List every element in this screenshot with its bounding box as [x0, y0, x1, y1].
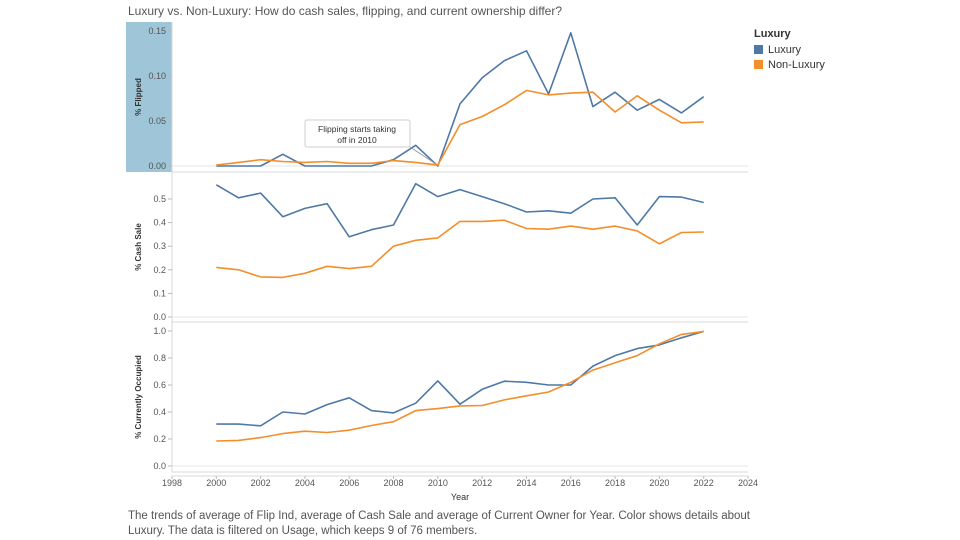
x-tick-label: 2012	[472, 478, 492, 488]
x-tick-label: 2004	[295, 478, 315, 488]
x-tick-label: 2000	[206, 478, 226, 488]
legend-swatch-non-luxury	[754, 60, 763, 69]
line-non-luxury	[216, 330, 704, 442]
y-tick-label: 0.0	[153, 312, 166, 322]
y-tick-label: 0.2	[153, 434, 166, 444]
y-tick-label: 0.4	[153, 407, 166, 417]
x-tick-label: 2020	[649, 478, 669, 488]
line-non-luxury	[216, 219, 704, 279]
legend-label-non-luxury: Non-Luxury	[768, 58, 825, 71]
y-tick-label: 0.2	[153, 265, 166, 275]
chart-caption: The trends of average of Flip Ind, avera…	[128, 510, 750, 537]
y-tick-label: 0.6	[153, 380, 166, 390]
y-axis-title: % Flipped	[134, 78, 143, 116]
y-axis-title: % Cash Sale	[134, 223, 143, 271]
legend-title: Luxury	[754, 28, 791, 40]
legend-swatch-luxury	[754, 45, 763, 54]
legend-label-luxury: Luxury	[768, 43, 802, 56]
y-tick-label: 0.4	[153, 218, 166, 228]
legend: Luxury Luxury Non-Luxury	[754, 28, 825, 72]
y-tick-label: 0.8	[153, 353, 166, 363]
legend-item-non-luxury[interactable]: Non-Luxury	[754, 57, 825, 72]
y-tick-label: 0.5	[153, 194, 166, 204]
y-tick-label: 0.1	[153, 288, 166, 298]
annotation-pointer	[409, 146, 437, 165]
y-axis-highlight	[126, 22, 172, 172]
legend-item-luxury[interactable]: Luxury	[754, 42, 825, 57]
annotation-box	[304, 119, 411, 148]
x-tick-label: 2014	[516, 478, 536, 488]
line-luxury	[215, 182, 704, 238]
line-luxury	[216, 31, 705, 167]
y-tick-label: 0.15	[148, 26, 166, 36]
x-axis-title: Year	[451, 492, 469, 502]
x-tick-label: 2010	[428, 478, 448, 488]
y-tick-label: 1.0	[153, 326, 166, 336]
y-tick-label: 0.10	[148, 71, 166, 81]
x-tick-label: 2006	[339, 478, 359, 488]
x-tick-label: 2016	[561, 478, 581, 488]
annotation-line-2: off in 2010	[337, 135, 377, 145]
y-tick-label: 0.05	[148, 116, 166, 126]
x-tick-label: 2002	[251, 478, 271, 488]
x-tick-label: 2008	[384, 478, 404, 488]
x-tick-label: 2022	[694, 478, 714, 488]
line-non-luxury	[216, 89, 704, 166]
y-tick-label: 0.00	[148, 161, 166, 171]
x-tick-label: 2018	[605, 478, 625, 488]
y-tick-label: 0.3	[153, 241, 166, 251]
line-luxury	[216, 330, 704, 427]
y-tick-label: 0.0	[153, 461, 166, 471]
annotation-line-1: Flipping starts taking	[318, 124, 396, 134]
x-tick-label: 2024	[738, 478, 758, 488]
chart-title: Luxury vs. Non-Luxury: How do cash sales…	[128, 4, 562, 18]
y-axis-title: % Currently Occupied	[134, 355, 143, 439]
x-tick-label: 1998	[162, 478, 182, 488]
